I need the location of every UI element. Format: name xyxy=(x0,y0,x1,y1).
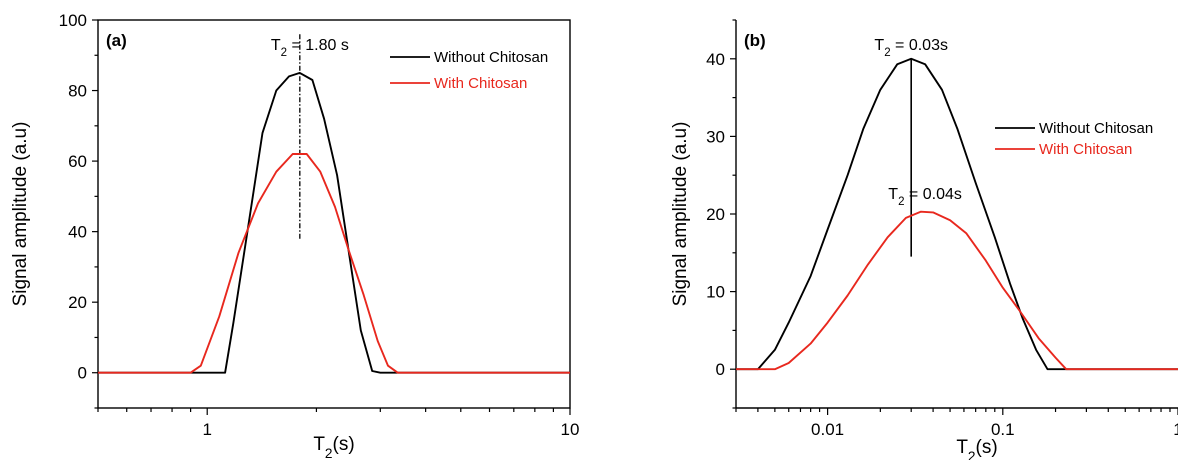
x-axis-title: T2(s) xyxy=(956,437,997,460)
peak-annotation: T2 = 1.80 s xyxy=(271,37,349,59)
y-tick-label: 20 xyxy=(68,293,87,312)
x-tick-label: 0.01 xyxy=(811,420,844,439)
plot-frame xyxy=(97,19,571,409)
y-axis-title: Signal amplitude (a.u) xyxy=(10,122,31,307)
legend-entry: With Chitosan xyxy=(1039,141,1132,158)
peak-annotation: T2 = 0.04s xyxy=(888,186,962,208)
y-axis-title: Signal amplitude (a.u) xyxy=(670,122,691,307)
y-tick-label: 0 xyxy=(716,360,725,379)
peak-annotation: T2 = 0.03s xyxy=(874,37,948,59)
chart-panel-a: 0 20 40 60 80 100 1 10 Signal amplitude (a.u) T2(… xyxy=(10,11,580,461)
y-tick-label: 30 xyxy=(706,127,725,146)
y-tick-label: 0 xyxy=(78,364,87,383)
y-tick-label: 80 xyxy=(68,82,87,101)
panel-label: (b) xyxy=(744,31,766,50)
y-tick-label: 40 xyxy=(68,223,87,242)
series-line-with-chitosan xyxy=(98,153,570,374)
y-tick-label: 60 xyxy=(68,152,87,171)
legend-entry: Without Chitosan xyxy=(1039,120,1153,137)
chart-panel-b: 0 10 20 30 40 0.01 0.1 1 Signal amplitude (a.u) T… xyxy=(670,19,1178,464)
x-tick-label: 1 xyxy=(202,420,211,439)
series-line-without-chitosan xyxy=(98,71,570,374)
y-tick-label: 20 xyxy=(706,205,725,224)
x-tick-label: 1 xyxy=(1173,420,1178,439)
series-line-without-chitosan xyxy=(736,57,1178,371)
y-tick-label: 10 xyxy=(706,283,725,302)
legend-entry: With Chitosan xyxy=(434,75,527,92)
x-tick-label: 10 xyxy=(561,420,580,439)
series-line-with-chitosan xyxy=(736,210,1178,371)
x-axis-title: T2(s) xyxy=(313,434,354,460)
y-tick-label: 40 xyxy=(706,50,725,69)
y-tick-label: 100 xyxy=(59,11,87,30)
panel-label: (a) xyxy=(106,31,127,50)
legend-entry: Without Chitosan xyxy=(434,49,548,66)
x-tick-label: 0.1 xyxy=(991,420,1015,439)
